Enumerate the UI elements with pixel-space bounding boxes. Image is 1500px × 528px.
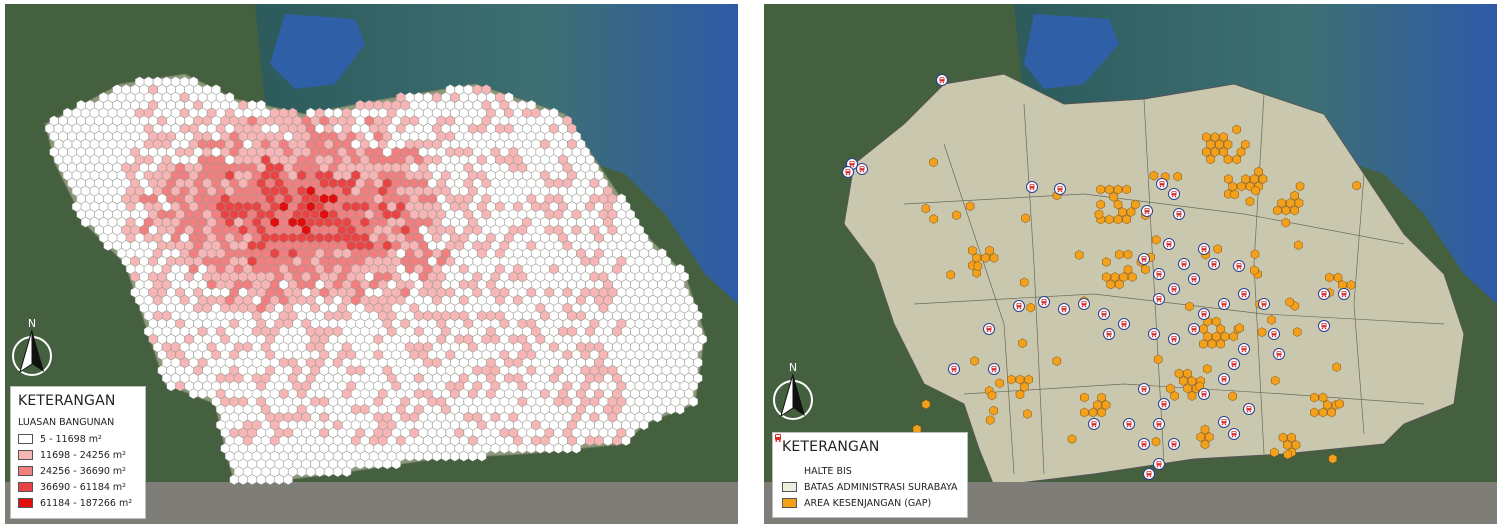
gap-hexagons [912, 124, 1361, 464]
bus-stop-marker [1141, 205, 1153, 217]
sea-area [255, 4, 738, 304]
bus-stop-marker [1208, 258, 1220, 270]
north-label: N [789, 361, 797, 374]
map-canvas [5, 4, 738, 524]
bus-stop-marker [1153, 268, 1165, 280]
legend-item: 11698 - 24256 m² [18, 447, 139, 463]
bus-stop-marker [948, 363, 960, 375]
bus-stop-marker [1238, 343, 1250, 355]
bus-stop-marker [1268, 328, 1280, 340]
bus-stop-marker [1318, 288, 1330, 300]
legend-item: 61184 - 187266 m² [18, 495, 139, 511]
bus-stop-marker [1103, 328, 1115, 340]
bus-stop-marker [1258, 298, 1270, 310]
bus-stop-marker [1078, 298, 1090, 310]
bus-stop-marker [1188, 273, 1200, 285]
bus-stop-marker [1168, 188, 1180, 200]
bus-stop-marker [988, 363, 1000, 375]
legend-item: 24256 - 36690 m² [18, 463, 139, 479]
bus-stop-marker [1178, 258, 1190, 270]
bus-stop-marker [1026, 181, 1038, 193]
bus-stop-marker [1058, 303, 1070, 315]
bus-stop-marker [1038, 296, 1050, 308]
bus-stop-marker [1054, 183, 1066, 195]
legend-item: AREA KESENJANGAN (GAP) [782, 495, 961, 511]
bus-stop-marker [1168, 333, 1180, 345]
bus-stop-marker [1243, 403, 1255, 415]
bus-stop-marker [1158, 398, 1170, 410]
bus-stop-marker [1273, 348, 1285, 360]
bus-stop-marker [1153, 418, 1165, 430]
bus-stop-marker [1013, 300, 1025, 312]
bus-stop-marker [1168, 283, 1180, 295]
bus-stop-marker [1173, 208, 1185, 220]
bus-stop-marker [1138, 253, 1150, 265]
strait-water [1024, 14, 1119, 89]
bus-stops [842, 74, 1350, 480]
bus-stop-marker [1228, 428, 1240, 440]
bus-stop-marker [1218, 298, 1230, 310]
legend-title: KETERANGAN [18, 393, 116, 409]
bus-stop-marker [1118, 318, 1130, 330]
legend-item: HALTE BIS [775, 434, 961, 479]
bus-stop-marker [1153, 458, 1165, 470]
bus-stop-icon [775, 434, 797, 476]
legend: KETERANGAN LUASAN BANGUNAN 5 - 11698 m² … [10, 386, 146, 519]
legend: KETERANGAN HALTE BIS BATAS ADMINISTRASI … [772, 432, 968, 518]
bus-stop-marker [1153, 293, 1165, 305]
legend-item: 36690 - 61184 m² [18, 479, 139, 495]
bus-stop-marker [846, 158, 858, 170]
bus-stop-marker [1138, 438, 1150, 450]
bus-stop-marker [1198, 308, 1210, 320]
bus-stop-marker [1168, 438, 1180, 450]
bus-stop-marker [1163, 238, 1175, 250]
legend-title: KETERANGAN [782, 439, 880, 455]
bus-stop-marker [1198, 243, 1210, 255]
bus-stop-marker [1138, 383, 1150, 395]
bus-stop-marker [1318, 320, 1330, 332]
bus-stop-marker [1148, 328, 1160, 340]
legend-subtitle: LUASAN BANGUNAN [18, 417, 115, 428]
sea-area [1014, 4, 1497, 304]
bus-stop-marker [1228, 358, 1240, 370]
bus-stop-marker [1198, 388, 1210, 400]
bus-stop-marker [1238, 288, 1250, 300]
bus-stop-marker [1098, 308, 1110, 320]
bus-stop-marker [1188, 323, 1200, 335]
legend-item: BATAS ADMINISTRASI SURABAYA [782, 479, 961, 495]
bus-stop-marker [936, 74, 948, 86]
bus-stop-marker [842, 166, 854, 178]
bus-stop-marker [1338, 288, 1350, 300]
legend-item: 5 - 11698 m² [18, 431, 139, 447]
map-gap-area[interactable]: N KETERANGAN HALTE BIS BATAS ADMINISTRAS… [764, 4, 1497, 524]
bus-stop-marker [983, 323, 995, 335]
strait-water [270, 14, 365, 89]
bus-stop-marker [1088, 418, 1100, 430]
bus-stop-marker [1218, 373, 1230, 385]
bus-stop-marker [1233, 260, 1245, 272]
bus-stop-marker [1156, 178, 1168, 190]
bus-stop-marker [1143, 468, 1155, 480]
north-label: N [28, 317, 36, 330]
bus-stop-marker [1218, 416, 1230, 428]
bus-stop-marker [1123, 418, 1135, 430]
hexagon-grid [45, 76, 707, 485]
bus-stop-marker [856, 163, 868, 175]
map-building-area[interactable]: N KETERANGAN LUASAN BANGUNAN 5 - 11698 m… [5, 4, 738, 524]
